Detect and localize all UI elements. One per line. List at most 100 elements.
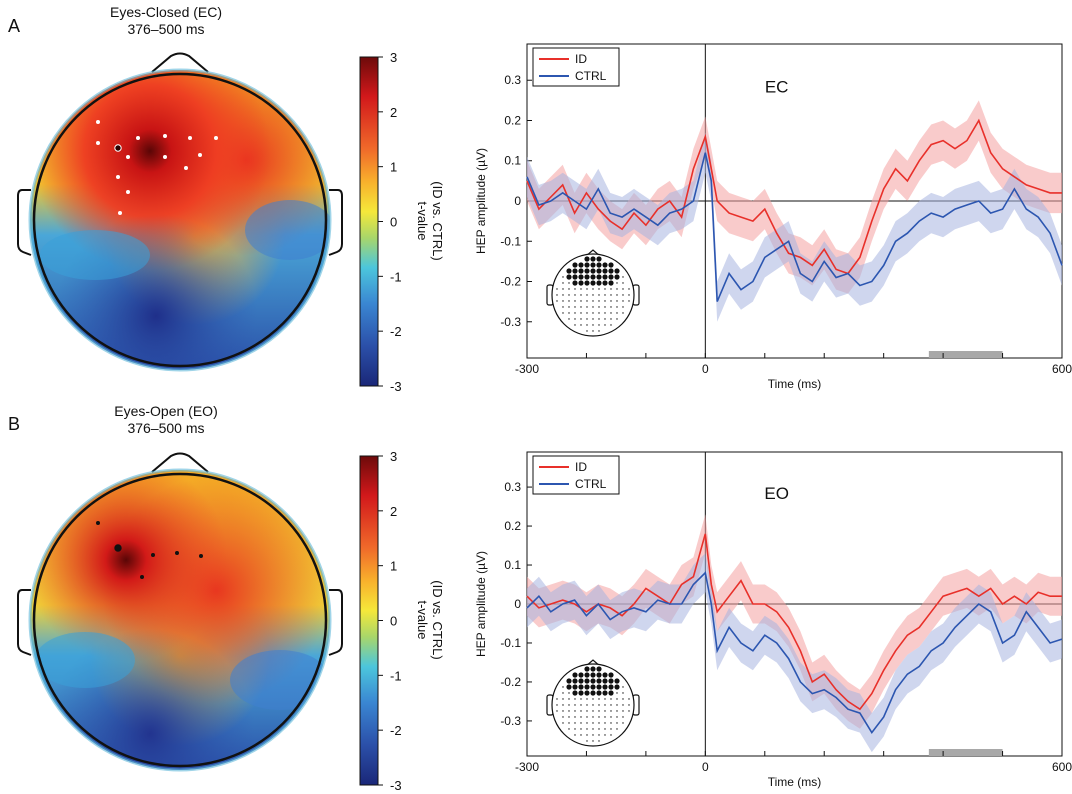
inset-electrode [574, 698, 576, 700]
inset-electrode [616, 716, 618, 718]
inset-electrode [568, 692, 570, 694]
inset-electrode [622, 312, 624, 314]
inset-electrode [622, 704, 624, 706]
inset-electrode [596, 280, 602, 286]
inset-electrode [616, 318, 618, 320]
y-tick-label: 0.1 [504, 558, 521, 572]
inset-electrode [614, 268, 620, 274]
inset-electrode [574, 294, 576, 296]
inset-electrode [562, 710, 564, 712]
inset-electrode [574, 728, 576, 730]
electrode-marker [140, 575, 144, 579]
electrode-marker [116, 175, 120, 179]
right-ear-icon [328, 589, 343, 656]
inset-electrode [596, 684, 602, 690]
inset-electrode [566, 684, 572, 690]
electrode-marker [114, 544, 122, 552]
inset-electrode [622, 276, 624, 278]
colorbar-tick-label: 2 [390, 105, 397, 120]
colorbar-tick-label: 3 [390, 50, 397, 65]
topomap-ec [17, 52, 343, 372]
inset-electrode [562, 722, 564, 724]
inset-electrode [622, 300, 624, 302]
inset-electrode [556, 300, 558, 302]
legend-box [532, 455, 620, 495]
inset-electrode [574, 710, 576, 712]
inset-electrode [556, 288, 558, 290]
inset-electrode [580, 728, 582, 730]
series-line-id [526, 118, 1062, 275]
y-tick-label: 0.3 [504, 73, 521, 87]
inset-electrode [578, 262, 584, 268]
topomap-condition-a: Eyes-Closed (EC) [109, 4, 223, 20]
colorbar-tick-label: -1 [390, 668, 402, 683]
x-tick-label: -300 [515, 760, 539, 774]
inset-electrode [592, 294, 594, 296]
topomap-title-b: Eyes-Open (EO) 376–500 ms [36, 403, 296, 437]
confidence-band-ctrl [527, 132, 1062, 322]
inset-electrode [586, 324, 588, 326]
inset-electrode [604, 722, 606, 724]
inset-electrode [622, 710, 624, 712]
inset-electrode [580, 318, 582, 320]
inset-electrode [616, 294, 618, 296]
inset-electrode [596, 268, 602, 274]
inset-electrode [584, 690, 590, 696]
inset-electrode [622, 716, 624, 718]
inset-electrode [604, 710, 606, 712]
inset-electrode [586, 294, 588, 296]
inset-electrode [590, 666, 596, 672]
colorbar-tick-label: 1 [390, 559, 397, 574]
inset-electrode [608, 690, 614, 696]
inset-electrode [610, 324, 612, 326]
inset-electrode [614, 684, 620, 690]
inset-electrode [604, 294, 606, 296]
inset-electrode [616, 300, 618, 302]
inset-electrode [562, 306, 564, 308]
head-circle [32, 72, 328, 368]
inset-electrode [584, 666, 590, 672]
inset-electrode [598, 294, 600, 296]
electrode-marker [114, 144, 122, 152]
inset-electrode [568, 722, 570, 724]
y-tick-label: 0 [514, 194, 521, 208]
inset-electrode [568, 282, 570, 284]
inset-electrode [614, 678, 620, 684]
legend-label-id: ID [575, 52, 587, 66]
inset-electrode [590, 256, 596, 262]
inset-electrode [568, 306, 570, 308]
inset-electrode [590, 262, 596, 268]
inset-electrode [586, 300, 588, 302]
inset-electrode [592, 306, 594, 308]
inset-electrode [598, 288, 600, 290]
inset-electrode [598, 734, 600, 736]
inset-electrode [578, 690, 584, 696]
inset-electrode [596, 256, 602, 262]
inset-electrode [580, 722, 582, 724]
inset-electrode [580, 324, 582, 326]
inset-electrode [574, 318, 576, 320]
inset-electrode [586, 698, 588, 700]
inset-electrode [608, 274, 614, 280]
inset-electrode [610, 716, 612, 718]
inset-electrode [622, 306, 624, 308]
electrode-marker [118, 211, 122, 215]
hep-chart-eo: 0.3 0.2 0.1 0 -0.1 -0.2 -0.3 -300 0 600 Time (ms) H… [474, 451, 1072, 789]
series-line-ctrl [526, 152, 1063, 302]
inset-electrode [616, 692, 618, 694]
inset-electrode [596, 262, 602, 268]
inset-electrode [586, 318, 588, 320]
confidence-band-id [527, 514, 1062, 729]
inset-electrode [574, 312, 576, 314]
inset-electrode [608, 684, 614, 690]
inset-electrode [616, 282, 618, 284]
left-ear-icon [17, 589, 32, 656]
inset-electrode [578, 672, 584, 678]
inset-electrode [562, 698, 564, 700]
inset-electrode [572, 274, 578, 280]
legend-label-ctrl: CTRL [575, 69, 607, 83]
inset-electrode [602, 684, 608, 690]
y-tick-label: -0.1 [500, 636, 521, 650]
inset-electrode [598, 740, 600, 742]
